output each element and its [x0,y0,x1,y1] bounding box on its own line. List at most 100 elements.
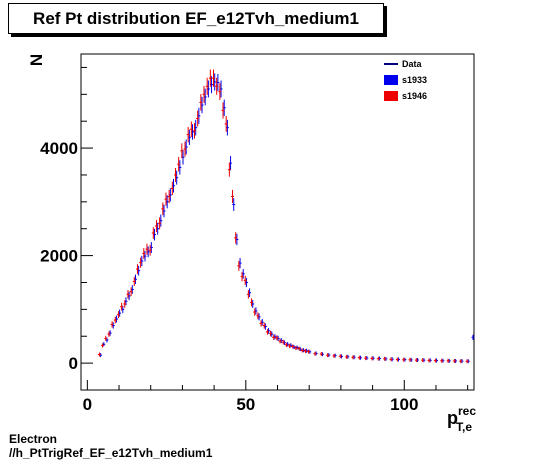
data-point-s1946 [142,248,146,259]
data-point-s1946 [173,167,177,182]
data-point-s1946 [433,358,437,363]
legend-swatch-box [384,75,398,85]
data-point-s1946 [126,290,130,299]
y-axis-label: N [27,54,46,66]
footer-line-1: Electron [9,432,58,446]
legend-label: Data [402,59,423,69]
data-point-s1946 [227,162,231,177]
data-point-s1946 [205,77,209,95]
data-point-s1946 [269,330,273,337]
data-point-s1946 [357,355,361,360]
data-point-s1946 [345,354,349,359]
data-point-s1946 [370,356,374,361]
legend-label: s1933 [402,75,427,85]
data-point-s1946 [351,355,355,360]
data-point-s1946 [414,358,418,363]
data-point-s1946 [237,260,241,271]
data-point-s1946 [135,264,139,274]
chart-title: Ref Pt distribution EF_e12Tvh_medium1 [33,9,359,28]
data-point-s1946 [326,353,330,358]
x-tick-label: 50 [236,395,255,414]
data-point-s1946 [288,343,292,349]
data-point-s1946 [208,69,212,87]
data-point-s1946 [250,298,254,307]
data-point-s1946 [192,123,196,139]
data-point-s1946 [278,338,282,344]
data-point-s1946 [465,359,469,364]
data-point-s1946 [395,357,399,362]
data-point-s1946 [116,311,120,319]
x-tick-label: 0 [83,395,92,414]
data-point-s1946 [139,257,143,268]
data-point-s1946 [110,321,114,328]
data-point-s1946 [332,353,336,358]
data-point-s1946 [177,157,181,172]
data-point-s1946 [164,192,168,206]
plot-frame [80,53,475,391]
data-point-s1946 [97,352,101,357]
data-point-s1946 [234,232,238,244]
data-point-s1946 [123,300,127,308]
data-point-s1946 [364,356,368,361]
chart-title-box: Ref Pt distribution EF_e12Tvh_medium1 [8,3,384,34]
data-point-s1946 [113,316,117,324]
data-point-s1946 [218,83,222,101]
data-point-s1946 [383,356,387,361]
x-axis-label-sub: T,e [456,420,472,434]
legend-entry-data: Data [384,59,423,69]
data-point-s1946 [408,357,412,362]
data-point-s1946 [259,320,263,327]
data-point-s1946 [180,143,184,159]
data-point-s1946 [196,110,200,127]
data-point-s1946 [275,335,279,341]
data-point-s1946 [246,290,250,299]
data-point-s1946 [459,359,463,364]
data-point-s1946 [256,312,260,320]
data-point-s1946 [427,358,431,363]
data-point-s1946 [313,351,317,356]
y-tick-label: 0 [69,354,78,373]
data-point-s1946 [389,357,393,362]
data-point-s1946 [145,243,149,255]
data-point-s1946 [170,181,174,196]
data-point-s1946 [183,141,187,157]
data-point-s1946 [104,335,108,341]
x-axis-label-sup: rec [458,404,476,418]
data-point-s1946 [338,354,342,359]
legend-swatch-box [384,91,398,101]
data-point-s1946 [240,271,244,282]
data-point-s1946 [101,343,105,348]
data-point-s1946 [303,349,307,354]
data-point-s1946 [186,126,190,143]
data-point-s1946 [154,220,158,233]
data-point-s1946 [148,244,152,256]
data-point-s1946 [294,346,298,351]
data-points [97,69,475,364]
data-point-s1946 [107,331,111,337]
data-point-s1946 [199,94,203,111]
legend-entry-s1933: s1933 [384,75,427,85]
data-point-s1946 [262,322,266,329]
legend-entry-s1946: s1946 [384,91,427,101]
data-point-s1946 [215,77,219,95]
data-point-s1946 [132,276,136,287]
x-tick-label: 100 [390,395,418,414]
x-axis-label: p [447,408,458,428]
data-point-s1946 [151,227,155,239]
data-point-s1946 [158,217,162,230]
data-point-s1946 [221,102,225,119]
data-point-s1946 [120,302,124,311]
data-point-s1946 [402,357,406,362]
data-point-s1946 [291,344,295,349]
data-point-s1946 [297,346,301,351]
data-point-s1946 [272,334,276,340]
data-point-s1946 [446,358,450,363]
data-point-s1933 [471,334,475,340]
legend-label: s1946 [402,91,427,101]
data-point-s1946 [284,342,288,348]
y-tick-label: 4000 [40,139,78,158]
data-point-s1946 [129,287,133,296]
data-point-s1946 [231,189,235,204]
footer-line-2: //h_PtTrigRef_EF_e12Tvh_medium1 [9,446,213,460]
